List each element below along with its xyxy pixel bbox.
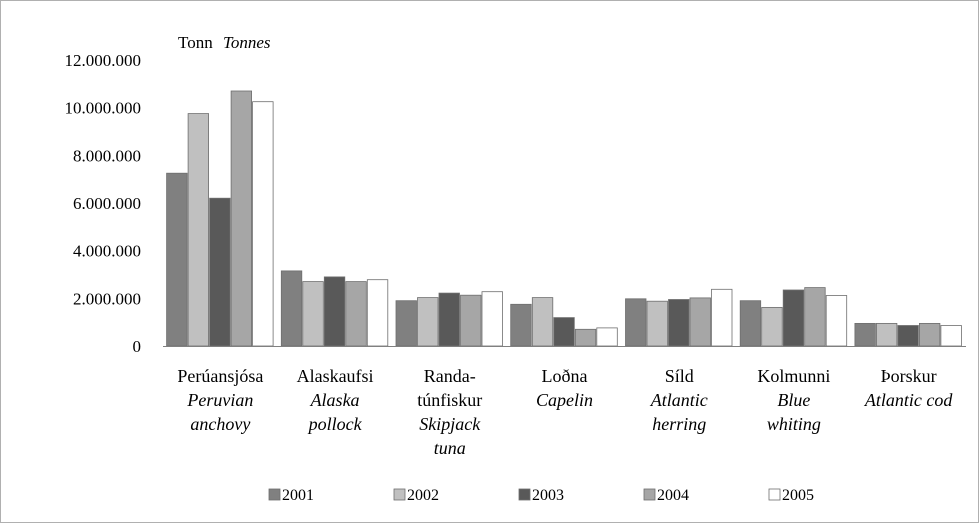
legend-swatch-2002 xyxy=(393,488,406,501)
bar-2005-1 xyxy=(252,101,274,347)
unit-label-italic: Tonnes xyxy=(223,33,271,52)
bar-2002-4 xyxy=(531,297,554,347)
x-label-italic: Peruvian xyxy=(186,390,253,410)
bar-2002-7 xyxy=(876,322,898,347)
bar-2005-6 xyxy=(825,295,848,347)
x-label-main: Randa- xyxy=(424,366,476,386)
y-tick-label: 10.000.000 xyxy=(65,99,142,118)
legend-label-2005: 2005 xyxy=(782,487,814,504)
bar-2005-3 xyxy=(481,291,503,347)
bar-2001-2 xyxy=(280,270,303,347)
legend-swatch-2004 xyxy=(643,488,656,501)
x-label-italic: pollock xyxy=(307,414,363,434)
legend: 2001 2002 2003 2004 2005 xyxy=(268,487,814,504)
x-label-main: túnfiskur xyxy=(417,390,482,410)
unit-label-main: Tonn xyxy=(178,33,213,52)
y-tick-label: 8.000.000 xyxy=(73,146,141,165)
legend-swatch-2001 xyxy=(268,488,281,501)
x-label-italic: Atlantic cod xyxy=(864,390,953,410)
x-label-italic: Blue xyxy=(777,390,810,410)
bar-2003-4 xyxy=(553,317,575,347)
x-label-italic: tuna xyxy=(434,438,466,458)
legend-swatch-2005 xyxy=(768,488,781,501)
y-axis: 0 2.000.000 4.000.000 6.000.000 8.000.000 10.… xyxy=(65,51,142,356)
bar-2005-2 xyxy=(366,279,389,347)
x-label-italic: Alaska xyxy=(310,390,360,410)
bar-2005-4 xyxy=(596,327,618,347)
bar-2003-7 xyxy=(897,325,919,347)
unit-label: Tonn Tonnes xyxy=(178,33,271,52)
bar-2001-7 xyxy=(854,322,876,347)
bar-2005-5 xyxy=(711,288,733,347)
bar-2002-5 xyxy=(646,300,668,347)
bar-2002-6 xyxy=(761,306,783,347)
x-label-main: Alaskaufsi xyxy=(297,366,374,386)
y-tick-label: 12.000.000 xyxy=(65,51,142,70)
bar-2001-6 xyxy=(739,300,762,347)
y-tick-label: 4.000.000 xyxy=(73,242,141,261)
x-label-main: Síld xyxy=(665,366,694,386)
legend-swatch-2003 xyxy=(518,488,531,501)
bar-2002-2 xyxy=(302,281,324,347)
y-tick-label: 6.000.000 xyxy=(73,194,141,213)
bar-2003-1 xyxy=(209,197,231,347)
x-label-italic: anchovy xyxy=(190,414,250,434)
bar-2003-3 xyxy=(438,292,460,347)
bar-2004-1 xyxy=(230,90,253,347)
x-label-main: Kolmunni xyxy=(757,366,830,386)
bar-2002-1 xyxy=(187,113,210,347)
x-label-italic: herring xyxy=(652,414,706,434)
y-tick-label: 2.000.000 xyxy=(73,289,141,308)
bar-2003-5 xyxy=(668,299,690,347)
x-label-main: Loðna xyxy=(542,366,588,386)
y-tick-label: 0 xyxy=(133,337,142,356)
bars xyxy=(166,90,962,347)
bar-2004-3 xyxy=(460,294,482,347)
x-label-main: Perúansjósa xyxy=(177,366,263,386)
x-label-main: Þorskur xyxy=(881,366,937,386)
x-label-italic: Atlantic xyxy=(650,390,708,410)
bar-2004-2 xyxy=(345,281,367,347)
legend-label-2002: 2002 xyxy=(407,487,439,504)
bar-2004-7 xyxy=(919,322,941,347)
x-label-italic: Skipjack xyxy=(419,414,481,434)
bar-2002-3 xyxy=(417,297,439,347)
bar-2004-4 xyxy=(574,328,597,347)
x-label-italic: whiting xyxy=(767,414,821,434)
bar-2003-2 xyxy=(323,276,346,347)
x-label-italic: Capelin xyxy=(536,390,593,410)
legend-label-2004: 2004 xyxy=(657,487,689,504)
bar-2001-3 xyxy=(395,300,417,347)
bar-2005-7 xyxy=(940,325,962,347)
bar-2001-5 xyxy=(625,298,647,347)
bar-2001-4 xyxy=(510,303,532,347)
bar-2001-1 xyxy=(166,172,188,347)
legend-label-2003: 2003 xyxy=(532,487,564,504)
x-axis-labels: Perúansjósa Peruvian anchovy Alaskaufsi Alas… xyxy=(177,366,953,458)
bar-2004-6 xyxy=(804,287,826,347)
bar-2003-6 xyxy=(782,289,805,347)
bar-2004-5 xyxy=(689,297,711,347)
legend-label-2001: 2001 xyxy=(282,487,314,504)
